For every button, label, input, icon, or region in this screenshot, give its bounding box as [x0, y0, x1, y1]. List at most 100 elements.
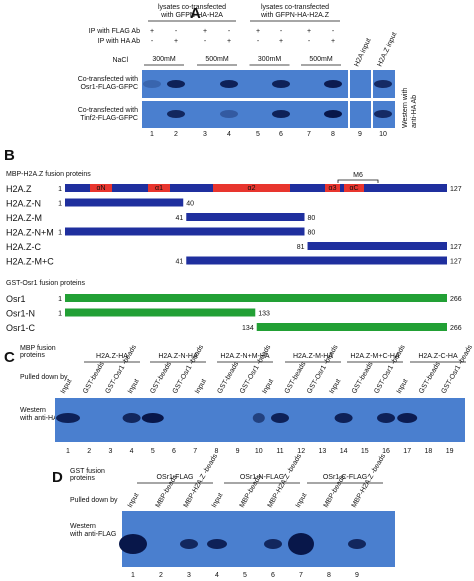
residue-start: 1 [58, 296, 62, 303]
lane-number: 1 [131, 572, 135, 579]
domain [213, 184, 290, 192]
lane-number: 2 [159, 572, 163, 579]
residue-start: 41 [175, 215, 183, 222]
band [167, 80, 185, 88]
domain-label: αC [349, 185, 358, 192]
ip-sign: + [256, 28, 260, 35]
nacl-value: 500mM [309, 56, 333, 63]
domain-label: α3 [329, 185, 337, 192]
blot [350, 70, 371, 98]
ip-label: IP with HA Ab [98, 38, 140, 45]
band [288, 533, 314, 555]
lane-number: 11 [276, 448, 283, 455]
side-label: Pulled down by [70, 497, 118, 504]
ip-sign: + [331, 38, 335, 45]
column-label: GST-beads [351, 360, 375, 395]
input-label: H2A.Z input [376, 31, 398, 68]
construct-name: H2A.Z [6, 184, 32, 194]
lane-number: 9 [355, 572, 359, 579]
column-label: Input [396, 378, 410, 395]
lane-number: 5 [151, 448, 155, 455]
construct-bar [186, 213, 305, 221]
residue-end: 40 [186, 201, 194, 208]
band [220, 80, 238, 88]
lane-number: 7 [299, 572, 303, 579]
construct-name: Osr1-N [6, 309, 35, 319]
column-label: Input [194, 378, 208, 395]
band [264, 539, 282, 549]
section-title: MBP-H2A.Z fusion proteins [6, 171, 91, 178]
band [252, 413, 265, 423]
section-title: GST-Osr1 fusion proteins [6, 280, 85, 287]
ip-sign: + [203, 28, 207, 35]
band [271, 413, 289, 423]
blot-row-label: Osr1-FLAG-GFPC [80, 84, 138, 91]
construct-bar [186, 256, 447, 265]
lane-number: 9 [236, 448, 240, 455]
residue-start: 81 [297, 244, 305, 251]
construct-name: H2A.Z-C [6, 242, 42, 252]
band [324, 80, 342, 88]
band [167, 110, 185, 118]
residue-start: 1 [58, 186, 62, 193]
column-label: GST-Osr1 -beads [440, 344, 474, 395]
lane-number: 16 [382, 448, 390, 455]
panel-label: C [4, 349, 15, 366]
band [180, 539, 198, 549]
lane-number: 4 [130, 448, 134, 455]
lane-number: 4 [227, 131, 231, 138]
lane-number: 1 [66, 448, 70, 455]
column-label: GST-beads [149, 360, 173, 395]
side-label: Western [70, 523, 96, 530]
group-label: with GFPN-HA-H2A.Z [260, 12, 330, 19]
construct-header: OSr1-C-FLAG [323, 474, 367, 481]
band [397, 413, 418, 423]
group-label: lysates co-transfected [261, 4, 329, 11]
column-label: GST-beads [216, 360, 240, 395]
construct-header: H2A.Z-N-HA [158, 353, 198, 360]
band [207, 539, 227, 549]
column-label: Input [211, 492, 225, 509]
construct-bar [65, 227, 305, 236]
lane-number: 8 [327, 572, 331, 579]
lane-number: 7 [193, 448, 197, 455]
ip-sign: - [280, 28, 283, 35]
lane-number: 12 [297, 448, 305, 455]
construct-header: OSr1-FLAG [157, 474, 194, 481]
lane-number: 3 [203, 131, 207, 138]
domain [325, 184, 340, 192]
band [141, 413, 164, 423]
construct-header: OSr1-N-FLAG [240, 474, 284, 481]
lane-number: 2 [87, 448, 91, 455]
band [119, 534, 147, 554]
lane-number: 6 [279, 131, 283, 138]
construct-bar [256, 323, 447, 331]
residue-end: 80 [308, 215, 316, 222]
residue-end: 133 [258, 311, 270, 318]
motif-bracket [337, 179, 379, 183]
side-label: Western [20, 407, 46, 414]
band [334, 413, 353, 423]
lane-number: 10 [255, 448, 263, 455]
side-label: with anti-FLAG [69, 531, 116, 538]
lane-number: 9 [358, 131, 362, 138]
nacl-value: 300mM [152, 56, 176, 63]
residue-end: 127 [450, 244, 462, 251]
construct-name: H2A.Z-N+M [6, 228, 54, 238]
ip-sign: + [279, 38, 283, 45]
construct-name: H2A.Z-M+C [6, 257, 54, 267]
domain [344, 184, 364, 192]
lane-number: 6 [172, 448, 176, 455]
lane-number: 5 [256, 131, 260, 138]
column-label: Input [127, 492, 141, 509]
lane-number: 4 [215, 572, 219, 579]
panel-label: A [190, 5, 201, 22]
band [324, 110, 342, 118]
construct-name: Osr1-C [6, 323, 36, 333]
construct-header: H2A.Z-M-HA [293, 353, 333, 360]
band [272, 80, 290, 88]
lane-number: 8 [214, 448, 218, 455]
ip-sign: + [307, 28, 311, 35]
residue-end: 127 [450, 259, 462, 266]
